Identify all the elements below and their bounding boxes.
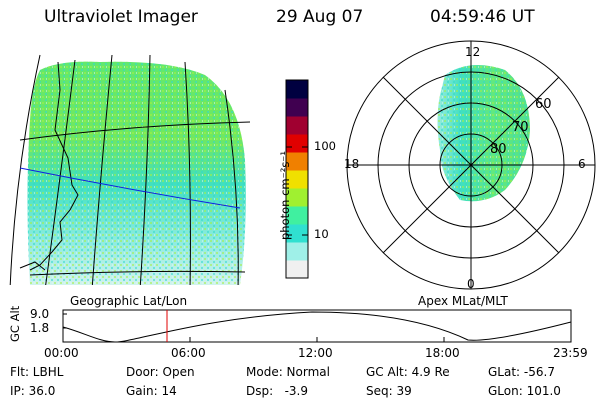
xtick-0000: 00:00 xyxy=(44,346,79,360)
polar-plot xyxy=(346,40,596,290)
info-ip: IP: 36.0 xyxy=(10,384,56,398)
mlt-label-18: 18 xyxy=(344,157,360,171)
colorbar-band xyxy=(286,242,308,261)
colorbar-band xyxy=(286,98,308,117)
colorbar xyxy=(285,79,309,279)
colorbar-tick-100: 100 xyxy=(314,139,336,153)
time-label: 04:59:46 UT xyxy=(430,7,535,27)
date-label: 29 Aug 07 xyxy=(276,7,364,27)
info-gcalt: GC Alt: 4.9 Re xyxy=(366,365,450,379)
colorbar-band xyxy=(286,260,308,279)
altitude-ytick-9: 9.0 xyxy=(30,307,50,321)
lat-label-70: 70 xyxy=(512,120,529,135)
altitude-ylabel: GC Alt xyxy=(8,305,22,342)
info-glon: GLon: 101.0 xyxy=(488,384,561,398)
mlt-label-6: 6 xyxy=(578,157,586,171)
geographic-image xyxy=(9,54,251,285)
apex-caption: Apex MLat/MLT xyxy=(418,294,508,308)
colorbar-band xyxy=(286,116,308,135)
colorbar-band xyxy=(286,134,308,153)
colorbar-band xyxy=(286,224,308,243)
altitude-ytick-1-8: 1.8 xyxy=(30,321,50,335)
colorbar-band xyxy=(286,152,308,171)
mlt-label-12: 12 xyxy=(465,45,481,59)
info-gain: Gain: 14 xyxy=(126,384,177,398)
xtick-1800: 18:00 xyxy=(425,346,460,360)
lat-label-80: 80 xyxy=(490,142,507,157)
altitude-plot xyxy=(62,309,572,343)
lat-label-60: 60 xyxy=(535,97,552,112)
xtick-2359: 23:59 xyxy=(553,346,588,360)
info-door: Door: Open xyxy=(126,365,195,379)
mlt-label-0: 0 xyxy=(467,277,475,291)
info-mode: Mode: Normal xyxy=(246,365,330,379)
colorbar-band xyxy=(286,206,308,225)
instrument-title: Ultraviolet Imager xyxy=(44,7,198,27)
colorbar-tick-10: 10 xyxy=(314,227,329,241)
info-dsp: Dsp: -3.9 xyxy=(246,384,309,398)
info-flt: Flt: LBHL xyxy=(10,365,64,379)
info-seq: Seq: 39 xyxy=(366,384,412,398)
colorbar-unit-label: photon cm⁻²s⁻¹ xyxy=(278,151,292,240)
xtick-0600: 06:00 xyxy=(171,346,206,360)
colorbar-band xyxy=(286,188,308,207)
info-glat: GLat: -56.7 xyxy=(488,365,555,379)
colorbar-band xyxy=(286,80,308,99)
colorbar-band xyxy=(286,170,308,189)
geographic-caption: Geographic Lat/Lon xyxy=(70,294,188,308)
xtick-1200: 12:00 xyxy=(298,346,333,360)
